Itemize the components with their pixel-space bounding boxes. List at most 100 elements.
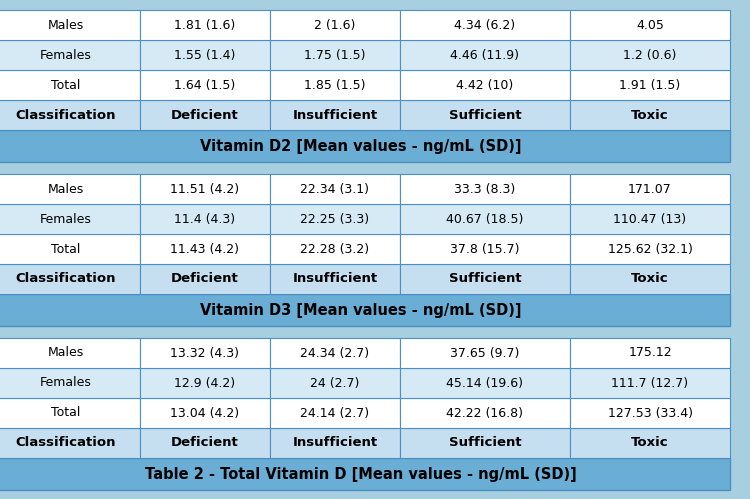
Bar (400, 100, 570, 130)
Bar (0, 294, 730, 326)
Bar (270, 368, 400, 398)
Bar (140, 234, 270, 264)
Bar (270, 204, 400, 234)
Text: 45.14 (19.6): 45.14 (19.6) (446, 377, 524, 390)
Text: 24.14 (2.7): 24.14 (2.7) (301, 407, 370, 420)
Bar (570, 174, 730, 204)
Text: Deficient: Deficient (171, 437, 238, 450)
Text: 11.43 (4.2): 11.43 (4.2) (170, 243, 239, 255)
Bar (0, 234, 140, 264)
Text: 2 (1.6): 2 (1.6) (314, 18, 356, 31)
Bar (400, 338, 570, 368)
Bar (140, 398, 270, 428)
Bar (0, 204, 140, 234)
Bar (570, 70, 730, 100)
Text: Females: Females (40, 48, 92, 61)
Bar (570, 338, 730, 368)
Text: Total: Total (51, 243, 81, 255)
Bar (0, 338, 140, 368)
Text: 175.12: 175.12 (628, 346, 672, 359)
Bar (140, 70, 270, 100)
Text: Sufficient: Sufficient (448, 108, 521, 121)
Text: Total: Total (51, 78, 81, 91)
Bar (140, 428, 270, 458)
Text: 1.85 (1.5): 1.85 (1.5) (304, 78, 366, 91)
Text: 1.91 (1.5): 1.91 (1.5) (620, 78, 681, 91)
Bar (570, 398, 730, 428)
Text: Insufficient: Insufficient (292, 437, 377, 450)
Bar (400, 10, 570, 40)
Text: Insufficient: Insufficient (292, 272, 377, 285)
Bar (270, 398, 400, 428)
Text: Classification: Classification (16, 437, 116, 450)
Bar (140, 204, 270, 234)
Bar (570, 368, 730, 398)
Bar (400, 234, 570, 264)
Bar (0, 130, 730, 162)
Text: Females: Females (40, 377, 92, 390)
Bar (0, 174, 140, 204)
Text: Sufficient: Sufficient (448, 437, 521, 450)
Text: 110.47 (13): 110.47 (13) (614, 213, 686, 226)
Bar (400, 264, 570, 294)
Text: 22.25 (3.3): 22.25 (3.3) (301, 213, 370, 226)
Bar (0, 428, 140, 458)
Bar (270, 428, 400, 458)
Text: Table 2 - Total Vitamin D [Mean values - ng/mL (SD)]: Table 2 - Total Vitamin D [Mean values -… (146, 467, 577, 482)
Bar (0, 100, 140, 130)
Text: 24.34 (2.7): 24.34 (2.7) (301, 346, 370, 359)
Text: 1.55 (1.4): 1.55 (1.4) (174, 48, 236, 61)
Text: 4.42 (10): 4.42 (10) (456, 78, 514, 91)
Bar (570, 428, 730, 458)
Text: 13.04 (4.2): 13.04 (4.2) (170, 407, 239, 420)
Bar (570, 204, 730, 234)
Text: 171.07: 171.07 (628, 183, 672, 196)
Bar (570, 40, 730, 70)
Bar (570, 234, 730, 264)
Bar (400, 204, 570, 234)
Text: 33.3 (8.3): 33.3 (8.3) (454, 183, 516, 196)
Text: Males: Males (48, 183, 84, 196)
Text: 127.53 (33.4): 127.53 (33.4) (608, 407, 692, 420)
Bar (140, 368, 270, 398)
Text: 42.22 (16.8): 42.22 (16.8) (446, 407, 524, 420)
Bar (400, 174, 570, 204)
Bar (270, 338, 400, 368)
Text: Classification: Classification (16, 108, 116, 121)
Bar (270, 10, 400, 40)
Bar (140, 40, 270, 70)
Text: 40.67 (18.5): 40.67 (18.5) (446, 213, 524, 226)
Bar (140, 174, 270, 204)
Text: Classification: Classification (16, 272, 116, 285)
Bar (140, 100, 270, 130)
Text: Sufficient: Sufficient (448, 272, 521, 285)
Bar (570, 10, 730, 40)
Text: Males: Males (48, 346, 84, 359)
Text: 12.9 (4.2): 12.9 (4.2) (175, 377, 236, 390)
Text: 4.05: 4.05 (636, 18, 664, 31)
Bar (570, 264, 730, 294)
Bar (0, 10, 140, 40)
Text: 1.81 (1.6): 1.81 (1.6) (174, 18, 236, 31)
Bar (270, 70, 400, 100)
Text: 37.8 (15.7): 37.8 (15.7) (450, 243, 520, 255)
Text: Deficient: Deficient (171, 272, 238, 285)
Text: 11.4 (4.3): 11.4 (4.3) (175, 213, 236, 226)
Text: Vitamin D3 [Mean values - ng/mL (SD)]: Vitamin D3 [Mean values - ng/mL (SD)] (200, 302, 522, 317)
Bar (400, 70, 570, 100)
Text: 111.7 (12.7): 111.7 (12.7) (611, 377, 689, 390)
Text: Vitamin D2 [Mean values - ng/mL (SD)]: Vitamin D2 [Mean values - ng/mL (SD)] (200, 139, 522, 154)
Bar (140, 338, 270, 368)
Text: 4.46 (11.9): 4.46 (11.9) (451, 48, 520, 61)
Text: 24 (2.7): 24 (2.7) (310, 377, 360, 390)
Bar (400, 428, 570, 458)
Bar (270, 264, 400, 294)
Bar (0, 70, 140, 100)
Text: 13.32 (4.3): 13.32 (4.3) (170, 346, 239, 359)
Bar (0, 368, 140, 398)
Text: 22.28 (3.2): 22.28 (3.2) (301, 243, 370, 255)
Bar (400, 368, 570, 398)
Text: 11.51 (4.2): 11.51 (4.2) (170, 183, 239, 196)
Text: 22.34 (3.1): 22.34 (3.1) (301, 183, 370, 196)
Bar (570, 100, 730, 130)
